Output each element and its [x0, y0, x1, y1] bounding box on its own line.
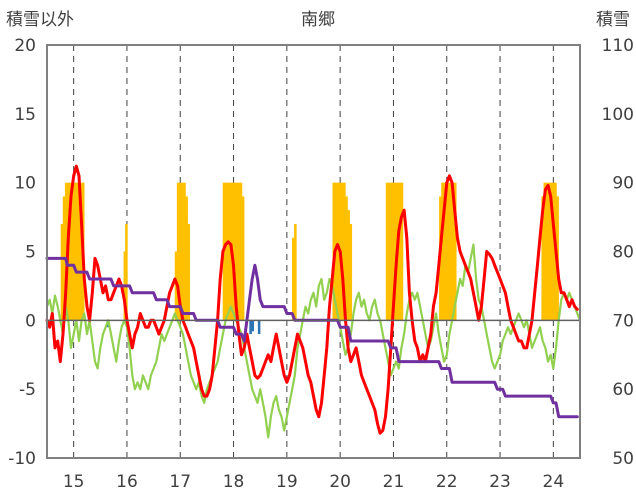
bar: [239, 182, 243, 321]
bar: [392, 182, 395, 321]
plot-frame: [46, 44, 581, 459]
bar: [385, 182, 389, 321]
bar: [552, 182, 555, 321]
x-tick-label: 24: [543, 472, 565, 492]
bar: [549, 182, 553, 321]
bar: [398, 182, 402, 321]
line-series-4: [45, 256, 579, 419]
bar: [547, 182, 551, 321]
bar: [241, 196, 245, 321]
right-tick-label: 60: [612, 380, 634, 400]
bar: [441, 182, 444, 321]
bar: [451, 182, 455, 321]
bar: [454, 182, 457, 321]
right-axis-ticks: 110 100 90 80 70 60 50: [602, 36, 634, 469]
bar: [174, 251, 178, 321]
right-tick-label: 110: [602, 36, 634, 56]
bar: [394, 182, 397, 321]
bar: [343, 182, 346, 321]
left-axis-title: 積雪以外: [6, 10, 74, 30]
x-axis-ticks: 15 16 17 18 19 20 21 22 23 24: [63, 472, 564, 492]
x-tick-label: 15: [63, 472, 85, 492]
left-tick-label: 15: [14, 105, 36, 125]
bar: [341, 182, 344, 321]
bar: [69, 182, 72, 321]
bar: [233, 182, 236, 321]
right-axis-title: 積雪: [596, 10, 630, 30]
left-tick-label: 10: [14, 174, 36, 194]
left-tick-label: 20: [14, 36, 36, 56]
bar: [387, 182, 391, 321]
bar: [71, 182, 74, 321]
x-tick-label: 18: [223, 472, 245, 492]
bar: [291, 237, 295, 321]
right-tick-label: 80: [612, 243, 634, 263]
left-tick-label: -5: [19, 380, 36, 400]
bar: [224, 182, 228, 321]
chart-title: 南郷: [301, 10, 335, 30]
lines-layer: [45, 164, 582, 439]
left-tick-label: 0: [25, 311, 36, 331]
right-tick-label: 90: [612, 174, 634, 194]
bar: [178, 182, 182, 321]
bar: [347, 210, 350, 321]
gridlines: [73, 45, 554, 458]
bar: [349, 223, 353, 321]
x-tick-label: 17: [169, 472, 191, 492]
bar: [249, 320, 252, 335]
bar: [400, 182, 404, 321]
bar: [543, 182, 547, 321]
bar: [237, 182, 241, 321]
bar: [294, 223, 297, 321]
x-tick-label: 22: [436, 472, 458, 492]
bar: [545, 182, 549, 321]
bar: [75, 182, 79, 321]
bar: [541, 196, 544, 321]
bar: [187, 223, 191, 321]
bar: [183, 182, 186, 321]
bar: [443, 182, 446, 321]
right-tick-label: 100: [602, 105, 634, 125]
bar: [235, 182, 239, 321]
right-tick-label: 50: [612, 449, 634, 469]
x-tick-label: 16: [116, 472, 138, 492]
left-axis-ticks: 20 15 10 5 0 -5 -10: [8, 36, 36, 469]
left-tick-label: 5: [25, 243, 36, 263]
bar: [445, 182, 449, 321]
bar: [79, 182, 83, 321]
bar: [345, 196, 348, 321]
left-tick-label: -10: [8, 449, 36, 469]
line-series-3: [45, 164, 579, 435]
bar: [390, 182, 393, 321]
bar: [447, 182, 451, 321]
bar: [257, 320, 261, 335]
bar: [176, 182, 180, 321]
bar: [125, 223, 128, 321]
bar: [181, 182, 184, 321]
bar: [449, 182, 453, 321]
x-tick-label: 21: [383, 472, 405, 492]
bar: [226, 182, 230, 321]
bar: [73, 182, 76, 321]
x-tick-label: 19: [276, 472, 298, 492]
bar: [251, 320, 255, 332]
bar: [60, 223, 64, 321]
right-tick-label: 70: [612, 311, 634, 331]
bar: [336, 182, 340, 321]
bar: [77, 182, 81, 321]
x-tick-label: 23: [489, 472, 511, 492]
bar: [185, 196, 188, 321]
line-series-2: [45, 243, 582, 439]
x-tick-label: 20: [329, 472, 351, 492]
